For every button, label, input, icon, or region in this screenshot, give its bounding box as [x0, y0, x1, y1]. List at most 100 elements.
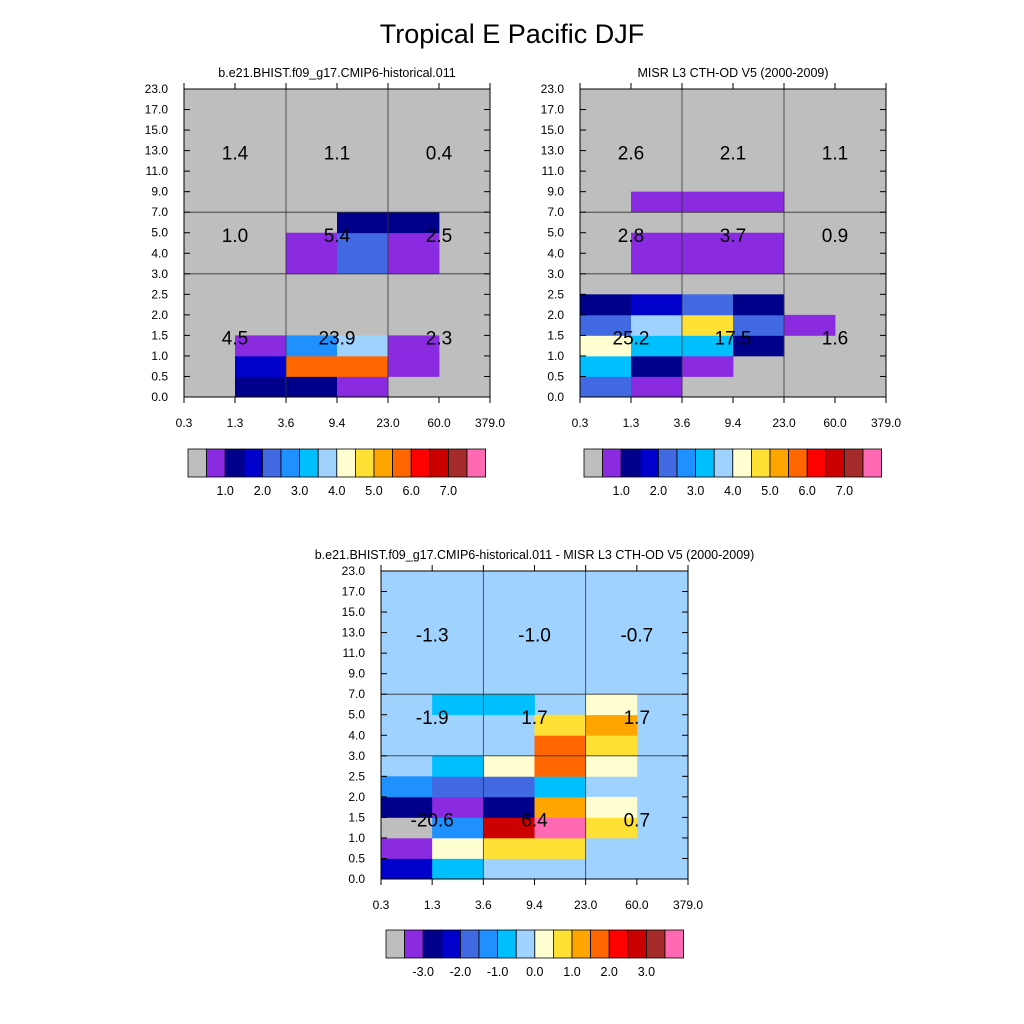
x-tick-label: 3.6 [674, 416, 691, 430]
x-tick-label: 9.4 [526, 898, 543, 912]
y-tick-label: 0.0 [547, 390, 564, 404]
y-tick-label: 0.5 [151, 369, 168, 383]
x-tick-label: 3.6 [278, 416, 295, 430]
region-sum-label: 2.6 [618, 144, 644, 165]
heatmap-cell [286, 253, 338, 275]
region-sum-label: -0.7 [620, 626, 653, 647]
heatmap-cell [286, 376, 338, 398]
colorbar-label: 6.0 [799, 484, 816, 498]
y-tick-label: 7.0 [547, 205, 564, 219]
region-sum-label: 6.4 [521, 810, 548, 831]
colorbar-label: 2.0 [601, 965, 618, 979]
region-sum-label: 2.8 [618, 226, 644, 247]
y-tick-label: 2.5 [348, 769, 365, 783]
heatmap-cell [337, 335, 389, 357]
colorbar-swatch [373, 448, 394, 478]
colorbar-swatch [243, 448, 263, 478]
y-tick-label: 17.0 [541, 103, 565, 117]
y-tick-label: 17.0 [145, 103, 169, 117]
x-tick-label: 3.6 [475, 898, 492, 912]
region-sum-label: 2.3 [426, 328, 452, 349]
colorbar-label: 1.0 [217, 484, 234, 498]
region-sum-label: 5.4 [324, 226, 351, 247]
colorbar-label: 2.0 [650, 484, 667, 498]
region-sum-label: 1.7 [521, 708, 547, 729]
y-tick-label: 23.0 [541, 82, 565, 96]
colorbar-swatch [590, 929, 610, 959]
region-sum-label: 1.4 [222, 144, 249, 165]
colorbar-swatch [844, 448, 864, 478]
colorbar-label: -3.0 [412, 965, 434, 979]
heatmap-cell [534, 817, 587, 839]
colorbar-swatch [441, 929, 461, 959]
y-tick-label: 13.0 [145, 144, 169, 158]
colorbar: 1.0 2.0 3.0 4.0 5.0 6.0 7.0 [187, 448, 487, 498]
heatmap-cell [580, 335, 632, 357]
heatmap-cell [585, 796, 638, 818]
y-tick-label: 11.0 [146, 164, 169, 178]
heatmap-cell [483, 755, 535, 777]
y-tick-label: 4.0 [348, 728, 365, 742]
region-sum-label: 1.1 [324, 144, 350, 165]
heatmap-cell [682, 253, 734, 275]
heatmap-cell [381, 776, 433, 798]
heatmap-cell [580, 376, 632, 398]
heatmap-cell [483, 837, 535, 859]
panel-c: b.e21.BHIST.f09_g17.CMIP6-historical.011… [315, 548, 755, 979]
y-tick-label: 23.0 [342, 564, 366, 578]
colorbar-swatch [646, 929, 666, 959]
heatmap-cell [631, 335, 683, 357]
y-tick-label: 1.0 [151, 349, 168, 363]
colorbar-swatch [788, 448, 808, 478]
heatmap-cell [483, 776, 535, 798]
heatmap-cell [534, 796, 587, 818]
heatmap-cell [682, 294, 734, 316]
heatmap-cell [631, 253, 683, 275]
heatmap-cell [733, 253, 785, 275]
heatmap-cell [483, 694, 535, 716]
heatmap-cell [381, 796, 433, 818]
heatmap-cell [388, 232, 440, 254]
heatmap-cell [585, 817, 638, 839]
colorbar-swatch [769, 448, 790, 478]
colorbar-label: 3.0 [687, 484, 704, 498]
heatmap-cell [585, 735, 638, 757]
region-sum-label: 2.1 [720, 144, 746, 165]
region-sum-label: 1.1 [822, 144, 848, 165]
heatmap-cell [682, 314, 734, 336]
x-tick-label: 23.0 [772, 416, 796, 430]
region-sum-label: 3.7 [720, 226, 746, 247]
heatmap-cell [631, 232, 683, 254]
colorbar-swatch [261, 448, 282, 478]
y-tick-label: 0.5 [547, 369, 564, 383]
heatmap-cell [388, 253, 440, 275]
x-tick-label: 0.3 [373, 898, 390, 912]
x-tick-label: 23.0 [376, 416, 400, 430]
heatmap-cell [381, 837, 433, 859]
y-tick-label: 2.5 [547, 287, 564, 301]
colorbar-swatch [497, 929, 517, 959]
colorbar-swatch [553, 929, 573, 959]
x-tick-label: 1.3 [227, 416, 244, 430]
heatmap-cell [682, 232, 734, 254]
x-tick-label: 0.3 [176, 416, 193, 430]
heatmap-cell [631, 294, 683, 316]
y-tick-label: 5.0 [348, 708, 365, 722]
y-tick-label: 1.0 [547, 349, 564, 363]
heatmap-cell [337, 253, 389, 275]
heatmap-cell [580, 314, 632, 336]
heatmap-cell [432, 837, 484, 859]
heatmap-cell [337, 232, 389, 254]
heatmap-cell [585, 755, 638, 777]
colorbar-swatch [187, 448, 208, 478]
y-tick-label: 2.0 [348, 790, 365, 804]
y-tick-label: 13.0 [342, 626, 366, 640]
region-sum-label: 0.4 [426, 144, 453, 165]
heatmap-cell [534, 735, 587, 757]
x-tick-label: 9.4 [725, 416, 742, 430]
x-tick-label: 1.3 [424, 898, 441, 912]
x-tick-label: 379.0 [871, 416, 901, 430]
x-tick-label: 0.3 [572, 416, 589, 430]
heatmap-cell [733, 335, 785, 357]
